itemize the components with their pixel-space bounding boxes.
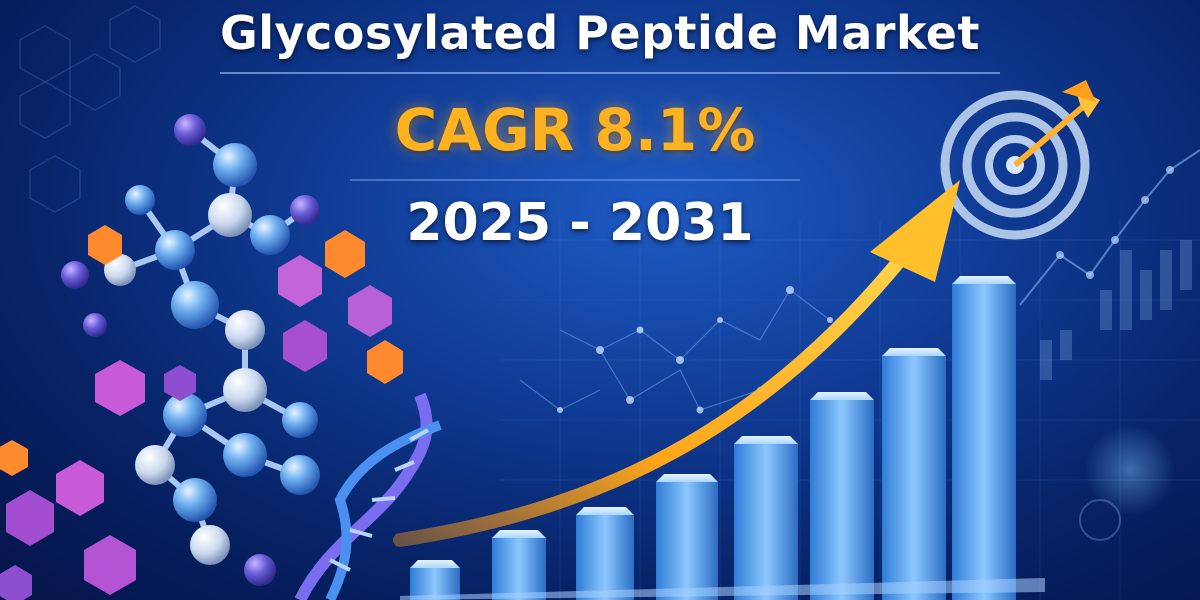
node-network (519, 286, 1175, 541)
hexagon-network (19, 5, 161, 213)
background-line-chart (1019, 149, 1200, 380)
target-icon (940, 80, 1100, 240)
cagr-label: CAGR 8.1% (394, 96, 756, 164)
period-label: 2025 - 2031 (406, 193, 754, 253)
dna-helix-icon (294, 392, 442, 600)
molecule-cluster-icon (0, 114, 403, 600)
arrow-icon (393, 180, 960, 547)
bar-chart-icon (400, 276, 1045, 600)
page-title: Glycosylated Peptide Market (220, 6, 980, 60)
